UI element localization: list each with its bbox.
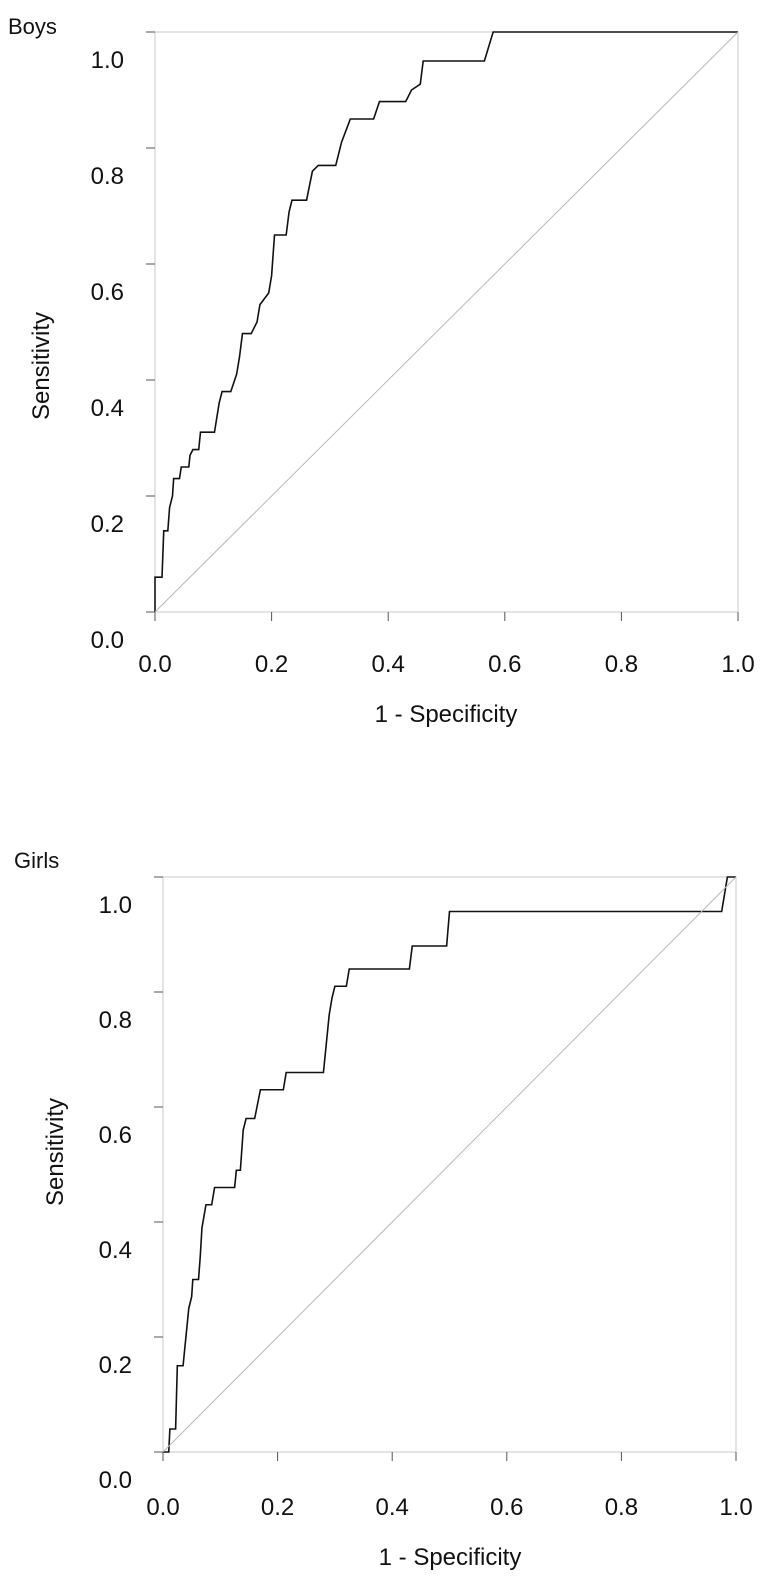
y-tick-label: 0.6 xyxy=(99,1122,132,1149)
y-axis-label: Sensitivity xyxy=(42,1098,69,1206)
panel-title: Boys xyxy=(8,14,57,39)
plot-frame xyxy=(162,876,737,1453)
x-axis-label: 1 - Specificity xyxy=(379,1544,522,1571)
x-axis-label: 1 - Specificity xyxy=(375,701,518,728)
x-tick-label: 0.0 xyxy=(146,1494,179,1521)
roc-panel-boys: Boys Sensitivity 1 - Specificity 0.0 0.2 0… xyxy=(8,14,755,728)
x-tick-label: 1.0 xyxy=(719,1494,752,1521)
reference-diagonal-line xyxy=(162,876,737,1453)
roc-panel-girls: Girls Sensitivity 1 - Specificity 0.0 0.2… xyxy=(14,848,753,1571)
y-tick-label: 0.2 xyxy=(99,1352,132,1379)
roc-curve-line xyxy=(154,31,738,612)
y-tick-label: 0.2 xyxy=(91,511,124,538)
y-axis-label: Sensitivity xyxy=(28,312,55,420)
y-tick-label: 0.8 xyxy=(99,1007,132,1034)
y-tick-label: 0.6 xyxy=(91,279,124,306)
x-tick-label: 0.6 xyxy=(488,651,521,678)
x-tick-label: 0.4 xyxy=(376,1494,409,1521)
x-tick-label: 0.8 xyxy=(605,651,638,678)
x-tick-label: 1.0 xyxy=(721,651,754,678)
y-tick-label: 0.8 xyxy=(91,163,124,190)
y-tick-label: 0.4 xyxy=(99,1237,132,1264)
x-tick-label: 0.0 xyxy=(138,651,171,678)
x-tick-label: 0.2 xyxy=(255,651,288,678)
x-tick-label: 0.6 xyxy=(490,1494,523,1521)
y-tick-label: 0.0 xyxy=(99,1467,132,1494)
x-tick-label: 0.4 xyxy=(372,651,405,678)
x-tick-label: 0.2 xyxy=(261,1494,294,1521)
roc-curve-line xyxy=(163,876,736,1453)
reference-diagonal-line xyxy=(154,31,739,613)
panel-title: Girls xyxy=(14,848,59,873)
y-tick-label: 0.0 xyxy=(91,627,124,654)
x-tick-label: 0.8 xyxy=(605,1494,638,1521)
y-tick-label: 1.0 xyxy=(91,47,124,74)
y-tick-label: 1.0 xyxy=(99,892,132,919)
y-tick-label: 0.4 xyxy=(91,395,124,422)
plot-frame xyxy=(154,31,739,613)
